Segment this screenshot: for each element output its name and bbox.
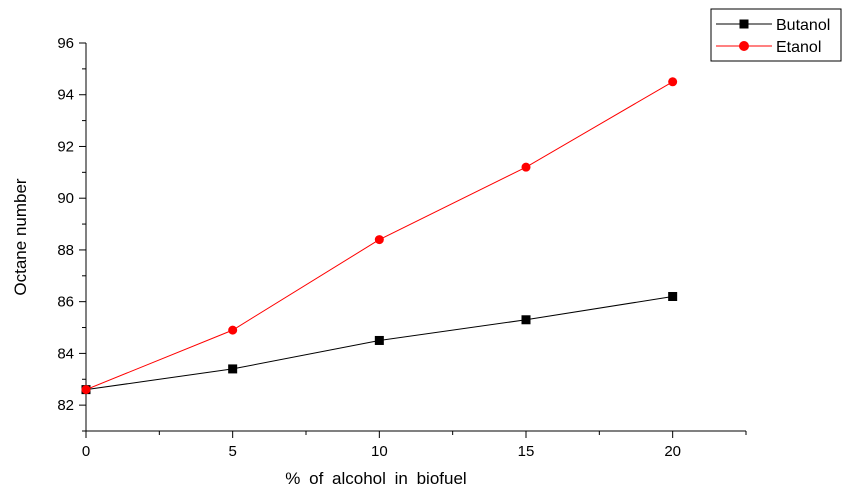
- ticks: 82 84 86 88 90 92 94 96 0 5 10 15 20: [57, 35, 747, 460]
- data-point-etanol: [374, 235, 384, 245]
- data-point-butanol: [228, 364, 238, 374]
- y-tick-label: 92: [57, 138, 74, 155]
- legend-label-etanol: Etanol: [776, 39, 821, 56]
- y-tick-label: 96: [57, 35, 74, 52]
- y-tick-label: 88: [57, 242, 74, 259]
- data-point-butanol: [374, 335, 384, 345]
- y-tick-label: 94: [57, 87, 74, 104]
- legend-marker-etanol: [739, 41, 749, 51]
- x-tick-label: 20: [664, 443, 681, 460]
- data-point-etanol: [81, 385, 91, 395]
- y-tick-label: 82: [57, 397, 74, 414]
- x-tick-label: 0: [82, 443, 90, 460]
- data-point-etanol: [668, 77, 678, 87]
- x-axis-label: % of alcohol in biofuel: [285, 469, 466, 488]
- x-tick-label: 15: [518, 443, 535, 460]
- data-point-butanol: [521, 315, 531, 325]
- legend-label-butanol: Butanol: [776, 17, 830, 34]
- data-point-etanol: [228, 325, 238, 335]
- data-point-butanol: [668, 291, 678, 301]
- legend-marker-butanol: [739, 19, 749, 29]
- data-point-etanol: [521, 162, 531, 172]
- y-axis-label: Octane number: [11, 178, 30, 296]
- y-tick-label: 84: [57, 345, 74, 362]
- x-tick-label: 10: [371, 443, 388, 460]
- series-lines: [81, 77, 678, 395]
- axes: [85, 43, 746, 432]
- y-tick-label: 86: [57, 294, 74, 311]
- x-tick-label: 5: [228, 443, 236, 460]
- legend: Butanol Etanol: [710, 8, 842, 62]
- y-tick-label: 90: [57, 190, 74, 207]
- legend-box: [710, 8, 842, 62]
